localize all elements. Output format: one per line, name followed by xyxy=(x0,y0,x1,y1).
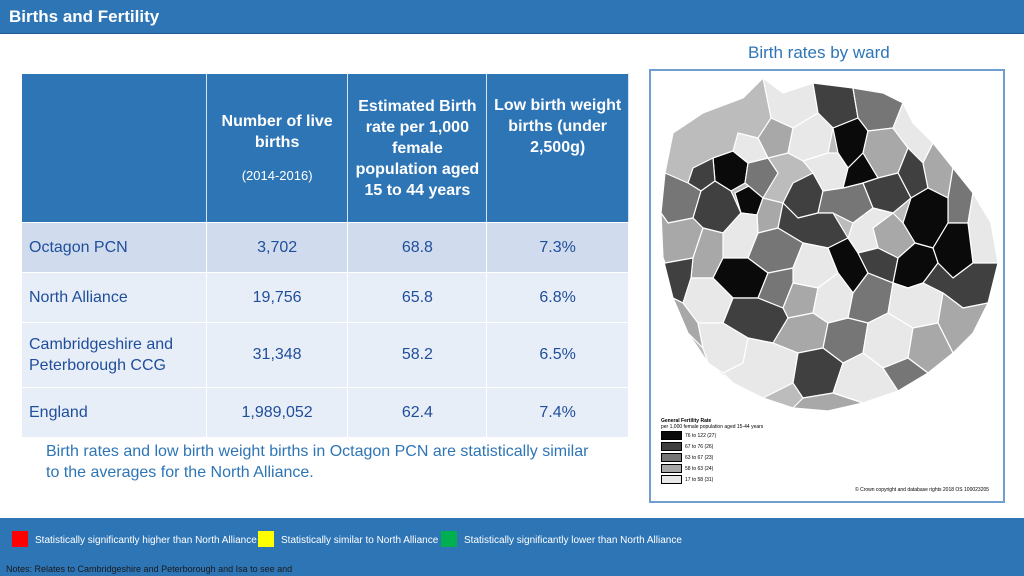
rate-cell: 58.2 xyxy=(347,322,488,388)
legend-item: 67 to 76 (26) xyxy=(661,441,763,452)
births-cell: 1,989,052 xyxy=(205,387,349,438)
row-label: England xyxy=(21,387,207,438)
notes-text: Notes: Relates to Cambridgeshire and Pet… xyxy=(6,564,293,574)
low-weight-cell: 6.8% xyxy=(486,272,629,323)
header-births: Number of live births (2014-2016) xyxy=(205,73,349,223)
map-legend: General Fertility Rate per 1,000 female … xyxy=(661,418,763,485)
births-cell: 19,756 xyxy=(205,272,349,323)
map-ward xyxy=(757,117,794,159)
row-label: Cambridgeshire and Peterborough CCG xyxy=(21,322,207,388)
key-label-lower: Statistically significantly lower than N… xyxy=(464,535,682,546)
legend-item: 58 to 63 (24) xyxy=(661,463,763,474)
key-swatch-similar xyxy=(258,531,274,547)
header-rate: Estimated Birth rate per 1,000 female po… xyxy=(347,73,488,223)
key-label-similar: Statistically similar to North Alliance xyxy=(281,535,439,546)
legend-swatch xyxy=(661,431,682,440)
low-weight-cell: 7.4% xyxy=(486,387,629,438)
rate-cell: 65.8 xyxy=(347,272,488,323)
rate-cell: 68.8 xyxy=(347,222,488,273)
significance-key-bar: Statistically significantly higher than … xyxy=(0,518,1024,563)
key-swatch-higher xyxy=(12,531,28,547)
statistics-table: Number of live births (2014-2016) Estima… xyxy=(21,73,629,438)
key-swatch-lower xyxy=(441,531,457,547)
header-births-label: Number of live births xyxy=(221,112,333,151)
legend-label: 58 to 63 (24) xyxy=(685,465,714,472)
table-row: North Alliance 19,756 65.8 6.8% xyxy=(21,272,629,323)
page-title: Births and Fertility xyxy=(9,7,160,26)
rate-cell: 62.4 xyxy=(347,387,488,438)
legend-subtitle: per 1,000 female population aged 15-44 y… xyxy=(661,424,764,430)
row-label: Octagon PCN xyxy=(21,222,207,273)
table-row: Cambridgeshire and Peterborough CCG 31,3… xyxy=(21,322,629,388)
legend-item: 76 to 122 (27) xyxy=(661,430,763,441)
map-ward xyxy=(882,357,929,392)
map-copyright: © Crown copyright and database rights 20… xyxy=(855,487,990,493)
notes-strip: Notes: Relates to Cambridgeshire and Pet… xyxy=(0,563,1024,576)
map-ward xyxy=(732,132,769,164)
header-low-weight: Low birth weight births (under 2,500g) xyxy=(486,73,629,223)
table-row: England 1,989,052 62.4 7.4% xyxy=(21,387,629,438)
key-label-higher: Statistically significantly higher than … xyxy=(35,535,257,546)
map-ward xyxy=(792,392,864,412)
low-weight-cell: 7.3% xyxy=(486,222,629,273)
row-label: North Alliance xyxy=(21,272,207,323)
legend-label: 67 to 76 (26) xyxy=(685,443,714,450)
title-bar: Births and Fertility xyxy=(0,0,1024,34)
ward-map-panel: General Fertility Rate per 1,000 female … xyxy=(649,69,1005,503)
header-births-note: (2014-2016) xyxy=(241,167,313,183)
table-header-row: Number of live births (2014-2016) Estima… xyxy=(21,73,629,223)
table-row: Octagon PCN 3,702 68.8 7.3% xyxy=(21,222,629,273)
legend-label: 76 to 122 (27) xyxy=(685,432,717,439)
legend-title: General Fertility Rate xyxy=(661,418,712,424)
ward-choropleth-map xyxy=(660,77,999,412)
legend-swatch xyxy=(661,475,682,484)
legend-item: 63 to 67 (23) xyxy=(661,452,763,463)
legend-item: 17 to 58 (31) xyxy=(661,474,763,485)
map-ward xyxy=(722,337,799,399)
legend-swatch xyxy=(661,442,682,451)
summary-text: Birth rates and low birth weight births … xyxy=(46,443,589,481)
low-weight-cell: 6.5% xyxy=(486,322,629,388)
births-cell: 3,702 xyxy=(205,222,349,273)
map-ward xyxy=(907,322,954,374)
map-ward xyxy=(967,192,999,264)
legend-label: 63 to 67 (23) xyxy=(685,454,714,461)
map-caption: Birth rates by ward xyxy=(748,43,890,62)
legend-swatch xyxy=(661,464,682,473)
births-cell: 31,348 xyxy=(205,322,349,388)
legend-label: 17 to 58 (31) xyxy=(685,476,714,483)
header-blank-cell xyxy=(21,73,207,223)
legend-swatch xyxy=(661,453,682,462)
